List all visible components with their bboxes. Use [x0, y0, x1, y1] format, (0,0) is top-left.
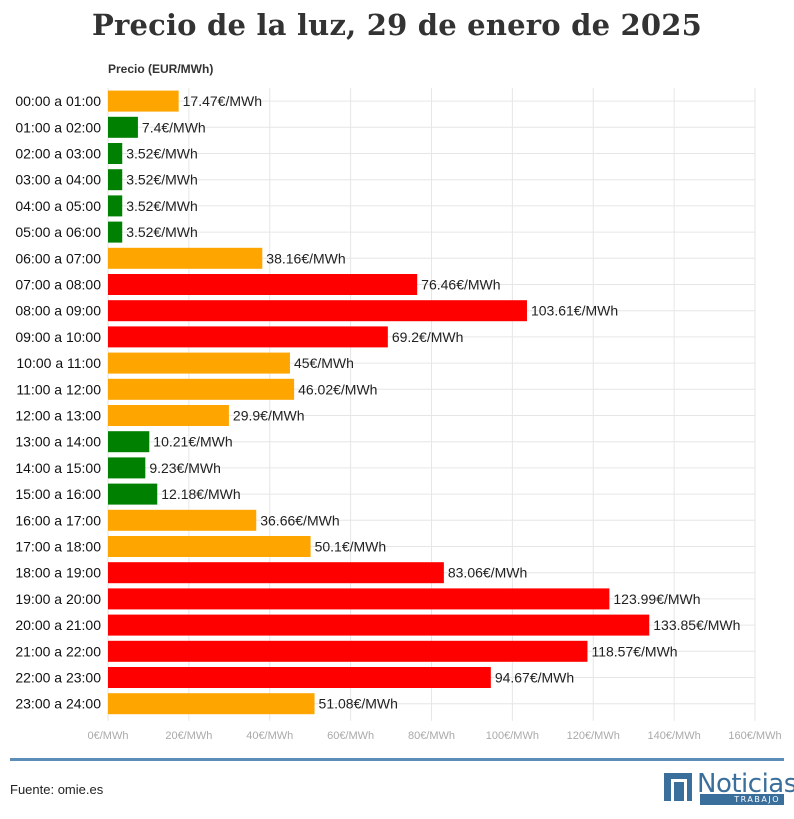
logo-subtitle: TRABAJO	[700, 794, 784, 805]
y-category-label: 22:00 a 23:00	[15, 670, 101, 686]
y-category-label: 17:00 a 18:00	[15, 539, 101, 555]
bar-value-label: 133.85€/MWh	[653, 617, 740, 633]
x-axis-title: Precio (EUR/MWh)	[108, 62, 213, 76]
x-tick-label: 40€/MWh	[246, 730, 293, 742]
bar-value-label: 46.02€/MWh	[298, 381, 377, 397]
price-bar	[108, 378, 295, 400]
price-bar	[108, 536, 311, 557]
bar-value-label: 76.46€/MWh	[421, 277, 500, 293]
y-category-label: 05:00 a 06:00	[15, 224, 101, 240]
logo-mark-icon	[664, 773, 692, 801]
bar-value-label: 83.06€/MWh	[448, 565, 527, 581]
bar-value-label: 3.52€/MWh	[126, 172, 198, 188]
price-bar	[108, 693, 315, 715]
y-category-label: 23:00 a 24:00	[15, 696, 101, 712]
bar-value-label: 12.18€/MWh	[161, 486, 240, 502]
x-tick-label: 60€/MWh	[327, 730, 374, 742]
y-category-label: 10:00 a 11:00	[16, 355, 101, 371]
price-bar	[108, 247, 263, 269]
bar-value-label: 9.23€/MWh	[149, 460, 221, 476]
price-bar	[108, 405, 229, 426]
x-tick-label: 140€/MWh	[648, 730, 701, 742]
chart-title: Precio de la luz, 29 de enero de 2025	[91, 8, 703, 42]
y-category-label: 12:00 a 13:00	[15, 408, 101, 424]
price-bar	[108, 326, 388, 348]
noticias-trabajo-logo[interactable]: Noticias TRABAJO	[664, 769, 794, 805]
bar-value-label: 118.57€/MWh	[591, 643, 677, 659]
price-bar	[108, 457, 146, 479]
y-category-label: 13:00 a 14:00	[15, 434, 101, 450]
price-bar	[108, 221, 123, 243]
bar-value-label: 36.66€/MWh	[260, 512, 339, 528]
y-category-label: 09:00 a 10:00	[15, 329, 101, 345]
bar-chart: 0€/MWh 20€/MWh 40€/MWh 60€/MWh 80€/MWh 100€/M…	[15, 62, 781, 742]
price-bar	[108, 431, 150, 453]
price-bar	[108, 483, 158, 505]
y-category-label: 20:00 a 21:00	[15, 617, 101, 633]
price-bar	[108, 352, 290, 374]
price-bar	[108, 274, 418, 295]
x-tick-label: 120€/MWh	[567, 730, 620, 742]
y-category-label: 02:00 a 03:00	[15, 146, 101, 162]
source-note: Fuente: omie.es	[10, 782, 104, 797]
y-category-label: 21:00 a 22:00	[15, 643, 101, 659]
bar-value-label: 51.08€/MWh	[319, 696, 398, 712]
price-bar	[108, 169, 123, 191]
bar-value-label: 69.2€/MWh	[392, 329, 464, 345]
y-category-label: 19:00 a 20:00	[15, 591, 101, 607]
x-tick-label: 100€/MWh	[486, 730, 539, 742]
price-bar	[108, 588, 610, 610]
price-bar	[108, 143, 123, 164]
price-bar	[108, 667, 491, 688]
y-category-label: 06:00 a 07:00	[15, 250, 101, 266]
y-category-label: 16:00 a 17:00	[15, 512, 101, 528]
x-tick-label: 80€/MWh	[408, 730, 455, 742]
bar-value-label: 123.99€/MWh	[613, 591, 700, 607]
price-bar	[108, 300, 527, 322]
bar-value-label: 29.9€/MWh	[233, 408, 305, 424]
y-category-label: 08:00 a 09:00	[15, 303, 101, 319]
y-category-label: 01:00 a 02:00	[15, 119, 101, 135]
bar-value-label: 38.16€/MWh	[266, 250, 345, 266]
x-tick-label: 0€/MWh	[88, 730, 129, 742]
footer-divider	[10, 758, 784, 761]
price-bar	[108, 116, 138, 138]
bar-value-label: 103.61€/MWh	[531, 303, 618, 319]
y-category-label: 18:00 a 19:00	[15, 565, 101, 581]
bar-value-label: 45€/MWh	[294, 355, 354, 371]
y-category-label: 00:00 a 01:00	[15, 93, 101, 109]
y-category-label: 14:00 a 15:00	[15, 460, 101, 476]
x-tick-label: 160€/MWh	[728, 730, 781, 742]
y-category-label: 03:00 a 04:00	[15, 172, 101, 188]
bar-value-label: 3.52€/MWh	[126, 146, 198, 162]
bar-value-label: 10.21€/MWh	[153, 434, 232, 450]
x-tick-label: 20€/MWh	[165, 730, 212, 742]
bar-value-label: 3.52€/MWh	[126, 198, 198, 214]
price-bar	[108, 90, 179, 112]
y-category-label: 11:00 a 12:00	[16, 381, 101, 397]
y-category-label: 04:00 a 05:00	[15, 198, 101, 214]
price-bar	[108, 195, 123, 217]
bar-value-label: 3.52€/MWh	[126, 224, 198, 240]
price-bar	[108, 640, 588, 662]
bar-value-label: 50.1€/MWh	[315, 539, 387, 555]
price-bar	[108, 509, 257, 531]
y-category-label: 07:00 a 08:00	[15, 277, 101, 293]
price-bar	[108, 562, 444, 584]
bar-value-label: 7.4€/MWh	[142, 119, 206, 135]
y-category-label: 15:00 a 16:00	[15, 486, 101, 502]
price-bar	[108, 614, 650, 636]
bar-value-label: 94.67€/MWh	[495, 670, 574, 686]
bar-value-label: 17.47€/MWh	[183, 93, 262, 109]
